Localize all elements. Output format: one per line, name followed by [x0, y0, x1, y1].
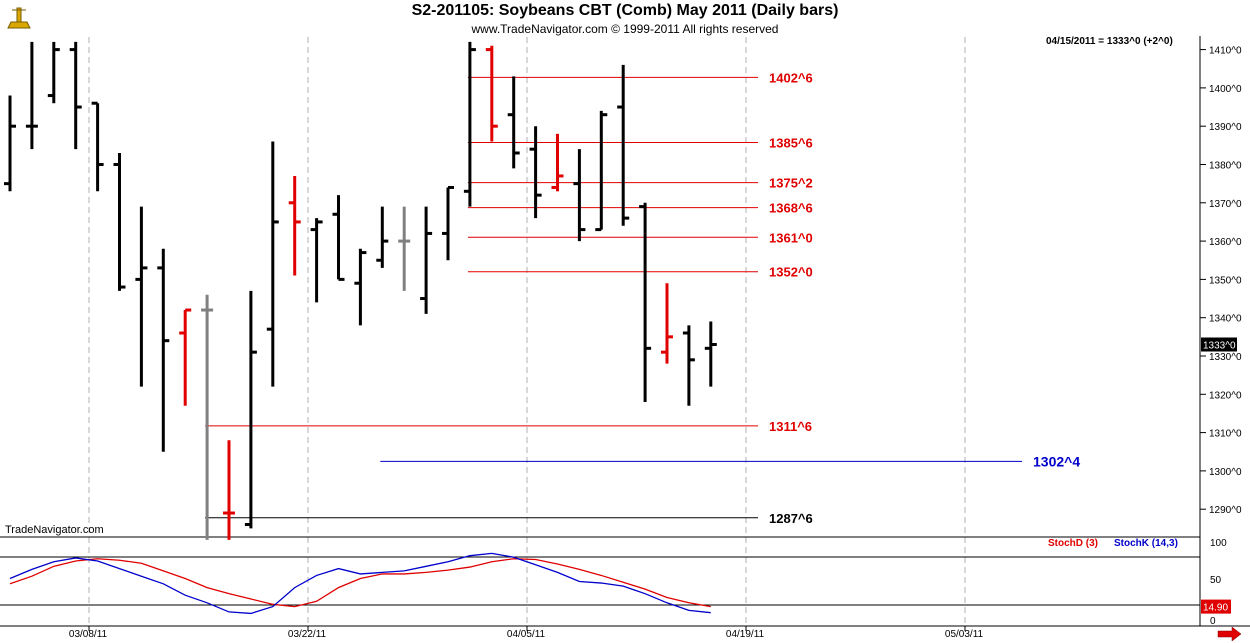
price-tick-label: 1350^0	[1209, 275, 1242, 286]
last-quote: 04/15/2011 = 1333^0 (+2^0)	[1046, 36, 1173, 47]
chart-subtitle: www.TradeNavigator.com © 1999-2011 All r…	[471, 22, 779, 36]
watermark: TradeNavigator.com	[5, 524, 104, 536]
stoch-series-line	[9, 552, 711, 615]
level-label: 1302^4	[1033, 453, 1080, 469]
stoch-k-label: StochK (14,3)	[1114, 538, 1178, 549]
last-price-marker	[1201, 337, 1237, 352]
price-tick-label: 1390^0	[1209, 122, 1242, 133]
stoch-d-label: StochD (3)	[1048, 538, 1098, 549]
level-label: 1375^2	[769, 176, 813, 191]
grid-lines	[88, 37, 966, 626]
right-arrow-icon	[1217, 626, 1242, 642]
level-label: 1368^6	[769, 201, 813, 216]
stoch-tick-label: 50	[1210, 575, 1222, 586]
price-levels: 1402^6 1385^6 1375^2 1368^6 1361^0 1352^0 1311…	[205, 70, 1080, 526]
price-tick-label: 1330^0	[1209, 352, 1242, 363]
date-tick-label: 03/08/11	[69, 629, 108, 640]
level-label: 1287^6	[769, 511, 813, 526]
pane-borders	[0, 36, 1250, 627]
price-tick-label: 1380^0	[1209, 160, 1242, 171]
price-tick-label: 1290^0	[1209, 505, 1242, 516]
price-tick-label: 1410^0	[1209, 46, 1242, 57]
price-tick-label: 1320^0	[1209, 390, 1242, 401]
date-tick-label: 04/05/11	[507, 629, 546, 640]
price-tick-label: 1300^0	[1209, 467, 1242, 478]
axes: 03/08/11 03/22/11 04/05/11 04/19/11 05/03/11…	[69, 46, 1242, 640]
date-tick-label: 04/19/11	[726, 629, 765, 640]
date-tick-label: 05/03/11	[945, 629, 984, 640]
stoch-tick-label: 100	[1210, 538, 1227, 549]
price-tick-label: 1400^0	[1209, 84, 1242, 95]
chart-title: S2-201105: Soybeans CBT (Comb) May 2011 …	[411, 2, 839, 19]
price-tick-label: 1360^0	[1209, 237, 1242, 248]
stochastic-lines	[9, 552, 711, 615]
logo-shape	[7, 7, 31, 29]
level-label: 1402^6	[769, 70, 813, 85]
price-tick-label: 1310^0	[1209, 429, 1242, 440]
level-label: 1352^0	[769, 265, 813, 280]
level-label: 1361^0	[769, 230, 813, 245]
logo-icon	[7, 7, 31, 29]
decorations	[7, 7, 1242, 642]
stoch-last-marker	[1201, 599, 1231, 614]
stoch-series-line	[9, 558, 711, 608]
stoch-tick-label: 0	[1210, 616, 1216, 627]
price-tick-label: 1340^0	[1209, 314, 1242, 325]
date-tick-label: 03/22/11	[288, 629, 327, 640]
level-label: 1311^6	[769, 419, 812, 434]
level-label: 1385^6	[769, 135, 813, 150]
price-tick-label: 1370^0	[1209, 199, 1242, 210]
stoch-last-label: 14.90	[1203, 603, 1228, 614]
ohlc-bars	[4, 41, 717, 540]
last-price-label: 1333^0	[1203, 341, 1236, 352]
